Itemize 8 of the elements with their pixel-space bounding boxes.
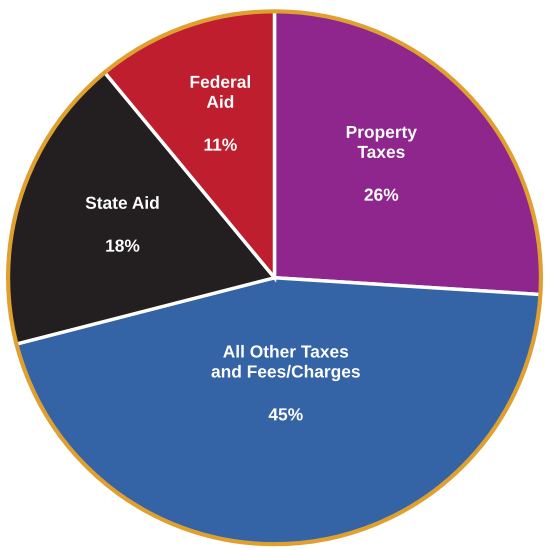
slice-label: State Aid bbox=[86, 196, 159, 209]
slice-label: Property Taxes bbox=[346, 126, 417, 158]
data-label: 18% bbox=[106, 239, 140, 252]
data-label: 26% bbox=[364, 188, 398, 201]
slice-label: Federal Aid bbox=[190, 75, 250, 108]
slice-label: All Other Taxes and Fees/Charges bbox=[212, 344, 360, 382]
data-label: 11% bbox=[204, 138, 237, 151]
data-label: 45% bbox=[268, 408, 303, 421]
